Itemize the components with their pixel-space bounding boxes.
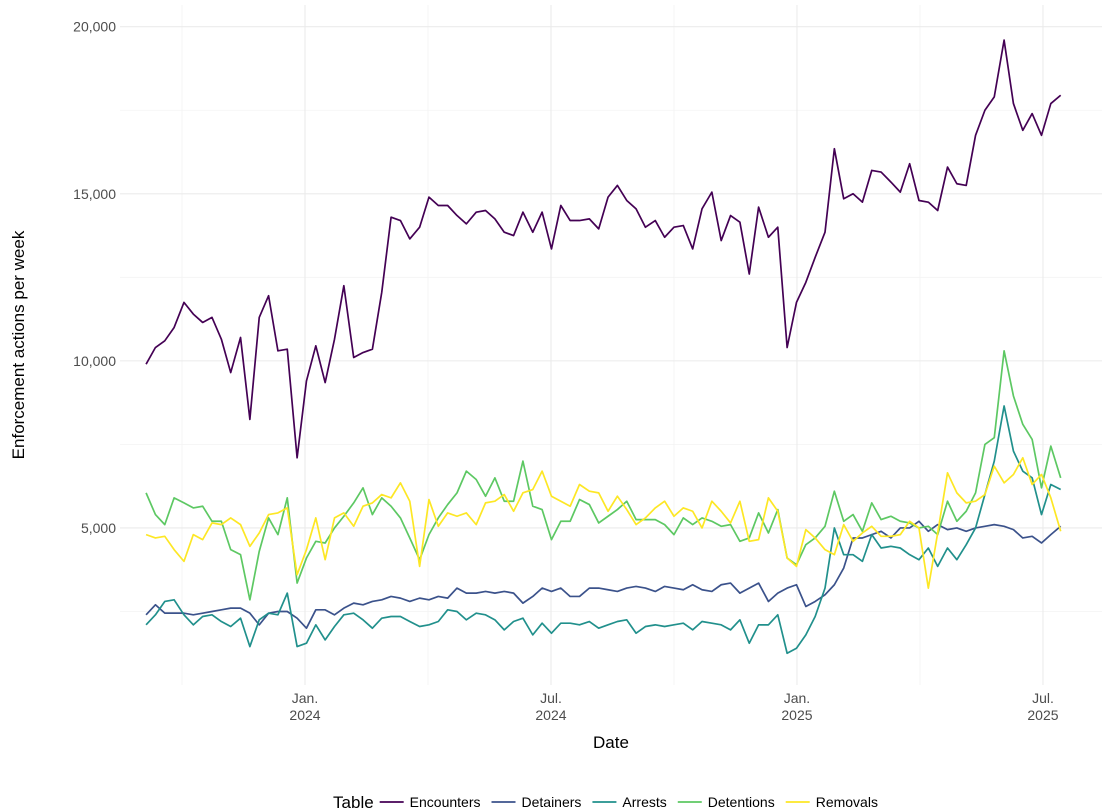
series-line: [145, 405, 1062, 655]
series-line: [145, 39, 1062, 459]
lines: [145, 39, 1062, 655]
legend-label: Encounters: [410, 794, 481, 810]
y-tick-label: 10,000: [73, 353, 116, 369]
legend-label: Detentions: [708, 794, 775, 810]
x-tick-label: Jan. 2024: [289, 690, 320, 723]
series-line: [145, 350, 1062, 601]
legend-label: Removals: [816, 794, 878, 810]
y-axis-title: Enforcement actions per week: [9, 230, 28, 459]
y-tick-label: 5,000: [81, 520, 116, 536]
grid: [120, 5, 1102, 685]
y-tick-label: 20,000: [73, 19, 116, 35]
y-tick-label: 15,000: [73, 186, 116, 202]
series-line: [145, 520, 1062, 630]
x-tick-label: Jan. 2025: [781, 690, 812, 723]
legend-title: Table: [333, 793, 374, 811]
series-line: [145, 456, 1062, 589]
legend: Table Encounters Detainers Arrests Detention…: [333, 793, 878, 811]
x-tick-label: Jul. 2024: [535, 690, 566, 723]
legend-label: Detainers: [522, 794, 582, 810]
x-tick-label: Jul. 2025: [1027, 690, 1058, 723]
x-axis-title: Date: [593, 733, 629, 752]
legend-label: Arrests: [622, 794, 666, 810]
